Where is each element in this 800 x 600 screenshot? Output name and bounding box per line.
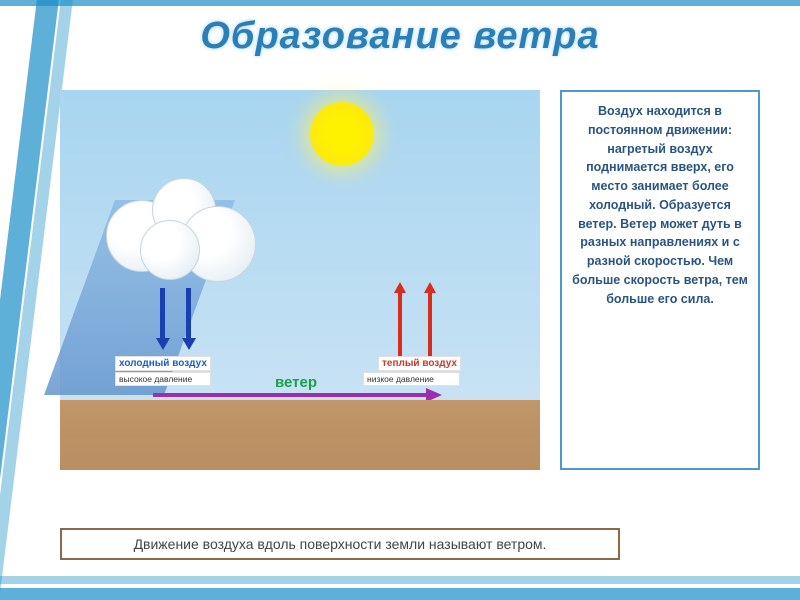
low-pressure-label: низкое давление [363, 372, 460, 386]
bottom-caption-text: Движение воздуха вдоль поверхности земли… [134, 536, 547, 552]
warm-air-label: теплый воздух [378, 356, 461, 371]
ground [60, 400, 540, 470]
page-title: Образование ветра [200, 15, 599, 58]
cold-air-label: холодный воздух [115, 356, 211, 371]
high-pressure-label: высокое давление [115, 372, 211, 386]
description-sidebar: Воздух находится в постоянном движении: … [560, 90, 760, 470]
bottom-caption: Движение воздуха вдоль поверхности земли… [60, 528, 620, 560]
frame-stripe [0, 576, 800, 584]
frame-stripe [0, 0, 800, 6]
sun-icon [310, 102, 374, 166]
page-title-wrap: Образование ветра [200, 15, 599, 58]
wind-label: ветер [275, 374, 317, 391]
frame-stripe [0, 588, 800, 600]
sidebar-text: Воздух находится в постоянном движении: … [572, 104, 748, 306]
diagram: холодный воздух высокое давление теплый … [60, 90, 540, 470]
cloud-icon [110, 170, 260, 280]
